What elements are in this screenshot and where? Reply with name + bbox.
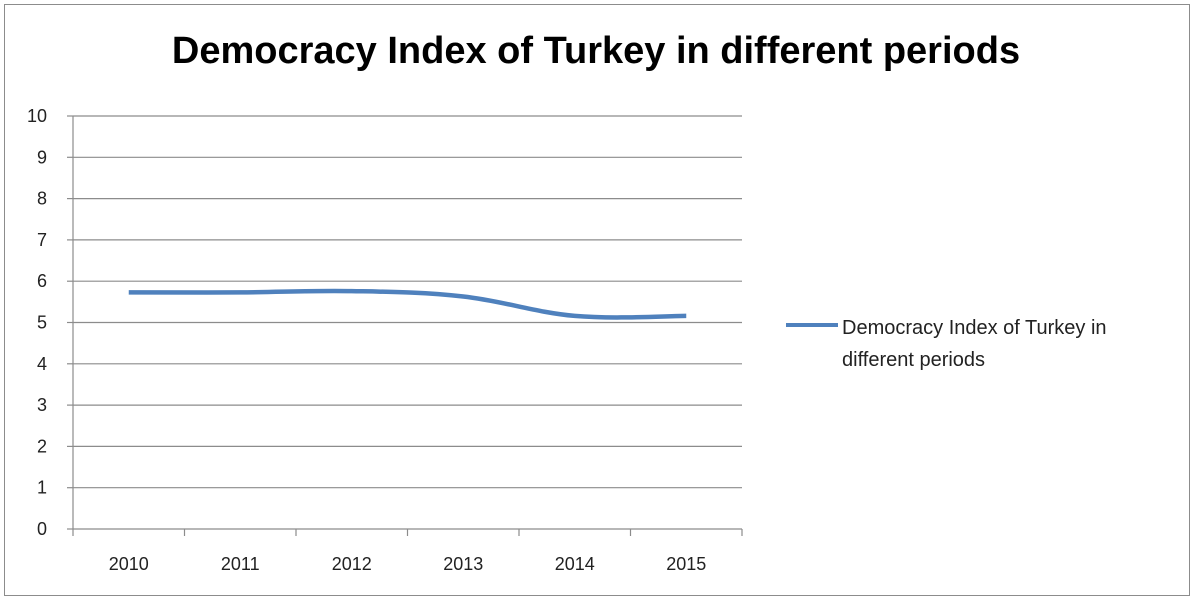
x-tick-label: 2014 <box>555 554 595 574</box>
x-tick-label: 2012 <box>332 554 372 574</box>
x-tick-label: 2015 <box>666 554 706 574</box>
y-tick-label: 9 <box>37 147 47 167</box>
y-tick-label: 4 <box>37 354 47 374</box>
y-tick-label: 6 <box>37 271 47 291</box>
x-tick-label: 2011 <box>221 554 260 574</box>
x-tick-label: 2010 <box>109 554 149 574</box>
axes <box>67 115 743 536</box>
legend-label: Democracy Index of Turkey in different p… <box>842 317 1107 371</box>
y-tick-label: 0 <box>37 519 47 539</box>
y-tick-label: 8 <box>37 189 47 209</box>
y-tick-label: 10 <box>27 106 47 126</box>
y-tick-label: 3 <box>37 395 47 415</box>
x-tick-labels: 2010 2011 2012 2013 2014 2015 <box>109 554 707 574</box>
series-line-0 <box>128 288 687 320</box>
y-tick-label: 1 <box>37 478 47 498</box>
series-lines <box>128 288 687 320</box>
chart-title: Democracy Index of Turkey in different p… <box>171 30 1021 72</box>
chart-frame <box>4 4 1190 596</box>
legend-line-swatch <box>786 323 838 327</box>
y-tick-label: 7 <box>37 230 47 250</box>
y-tick-label: 5 <box>37 313 47 333</box>
gridlines <box>73 115 742 489</box>
y-tick-labels: 0 1 2 3 4 5 6 7 8 9 10 <box>27 106 47 539</box>
x-tick-label: 2013 <box>443 554 483 574</box>
y-tick-label: 2 <box>37 436 47 456</box>
